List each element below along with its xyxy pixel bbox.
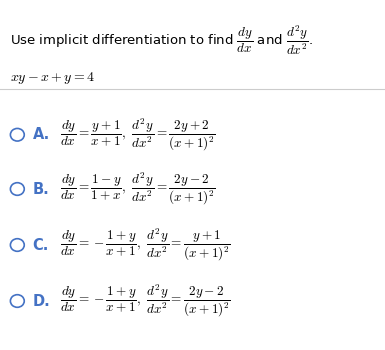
Text: C.: C. (33, 238, 49, 252)
Text: $xy - x + y = 4$: $xy - x + y = 4$ (10, 70, 95, 86)
Text: $\dfrac{dy}{dx} = \dfrac{1-y}{1+x},\ \dfrac{d^2y}{dx^2} = \dfrac{2y-2}{(x+1)^2}$: $\dfrac{dy}{dx} = \dfrac{1-y}{1+x},\ \df… (60, 171, 216, 207)
Text: A.: A. (33, 127, 50, 142)
Text: $\dfrac{dy}{dx} = \dfrac{y+1}{x+1},\ \dfrac{d^2y}{dx^2} = \dfrac{2y+2}{(x+1)^2}$: $\dfrac{dy}{dx} = \dfrac{y+1}{x+1},\ \df… (60, 117, 216, 153)
Text: D.: D. (33, 294, 50, 308)
Text: B.: B. (33, 182, 50, 196)
Text: Use implicit differentiation to find $\dfrac{dy}{dx}$ and $\dfrac{d^2y}{dx^2}$.: Use implicit differentiation to find $\d… (10, 23, 314, 57)
Text: $\dfrac{dy}{dx} = -\dfrac{1+y}{x+1},\ \dfrac{d^2y}{dx^2} = \dfrac{y+1}{(x+1)^2}$: $\dfrac{dy}{dx} = -\dfrac{1+y}{x+1},\ \d… (60, 227, 231, 263)
Text: $\dfrac{dy}{dx} = -\dfrac{1+y}{x+1},\ \dfrac{d^2y}{dx^2} = \dfrac{2y-2}{(x+1)^2}: $\dfrac{dy}{dx} = -\dfrac{1+y}{x+1},\ \d… (60, 283, 231, 319)
